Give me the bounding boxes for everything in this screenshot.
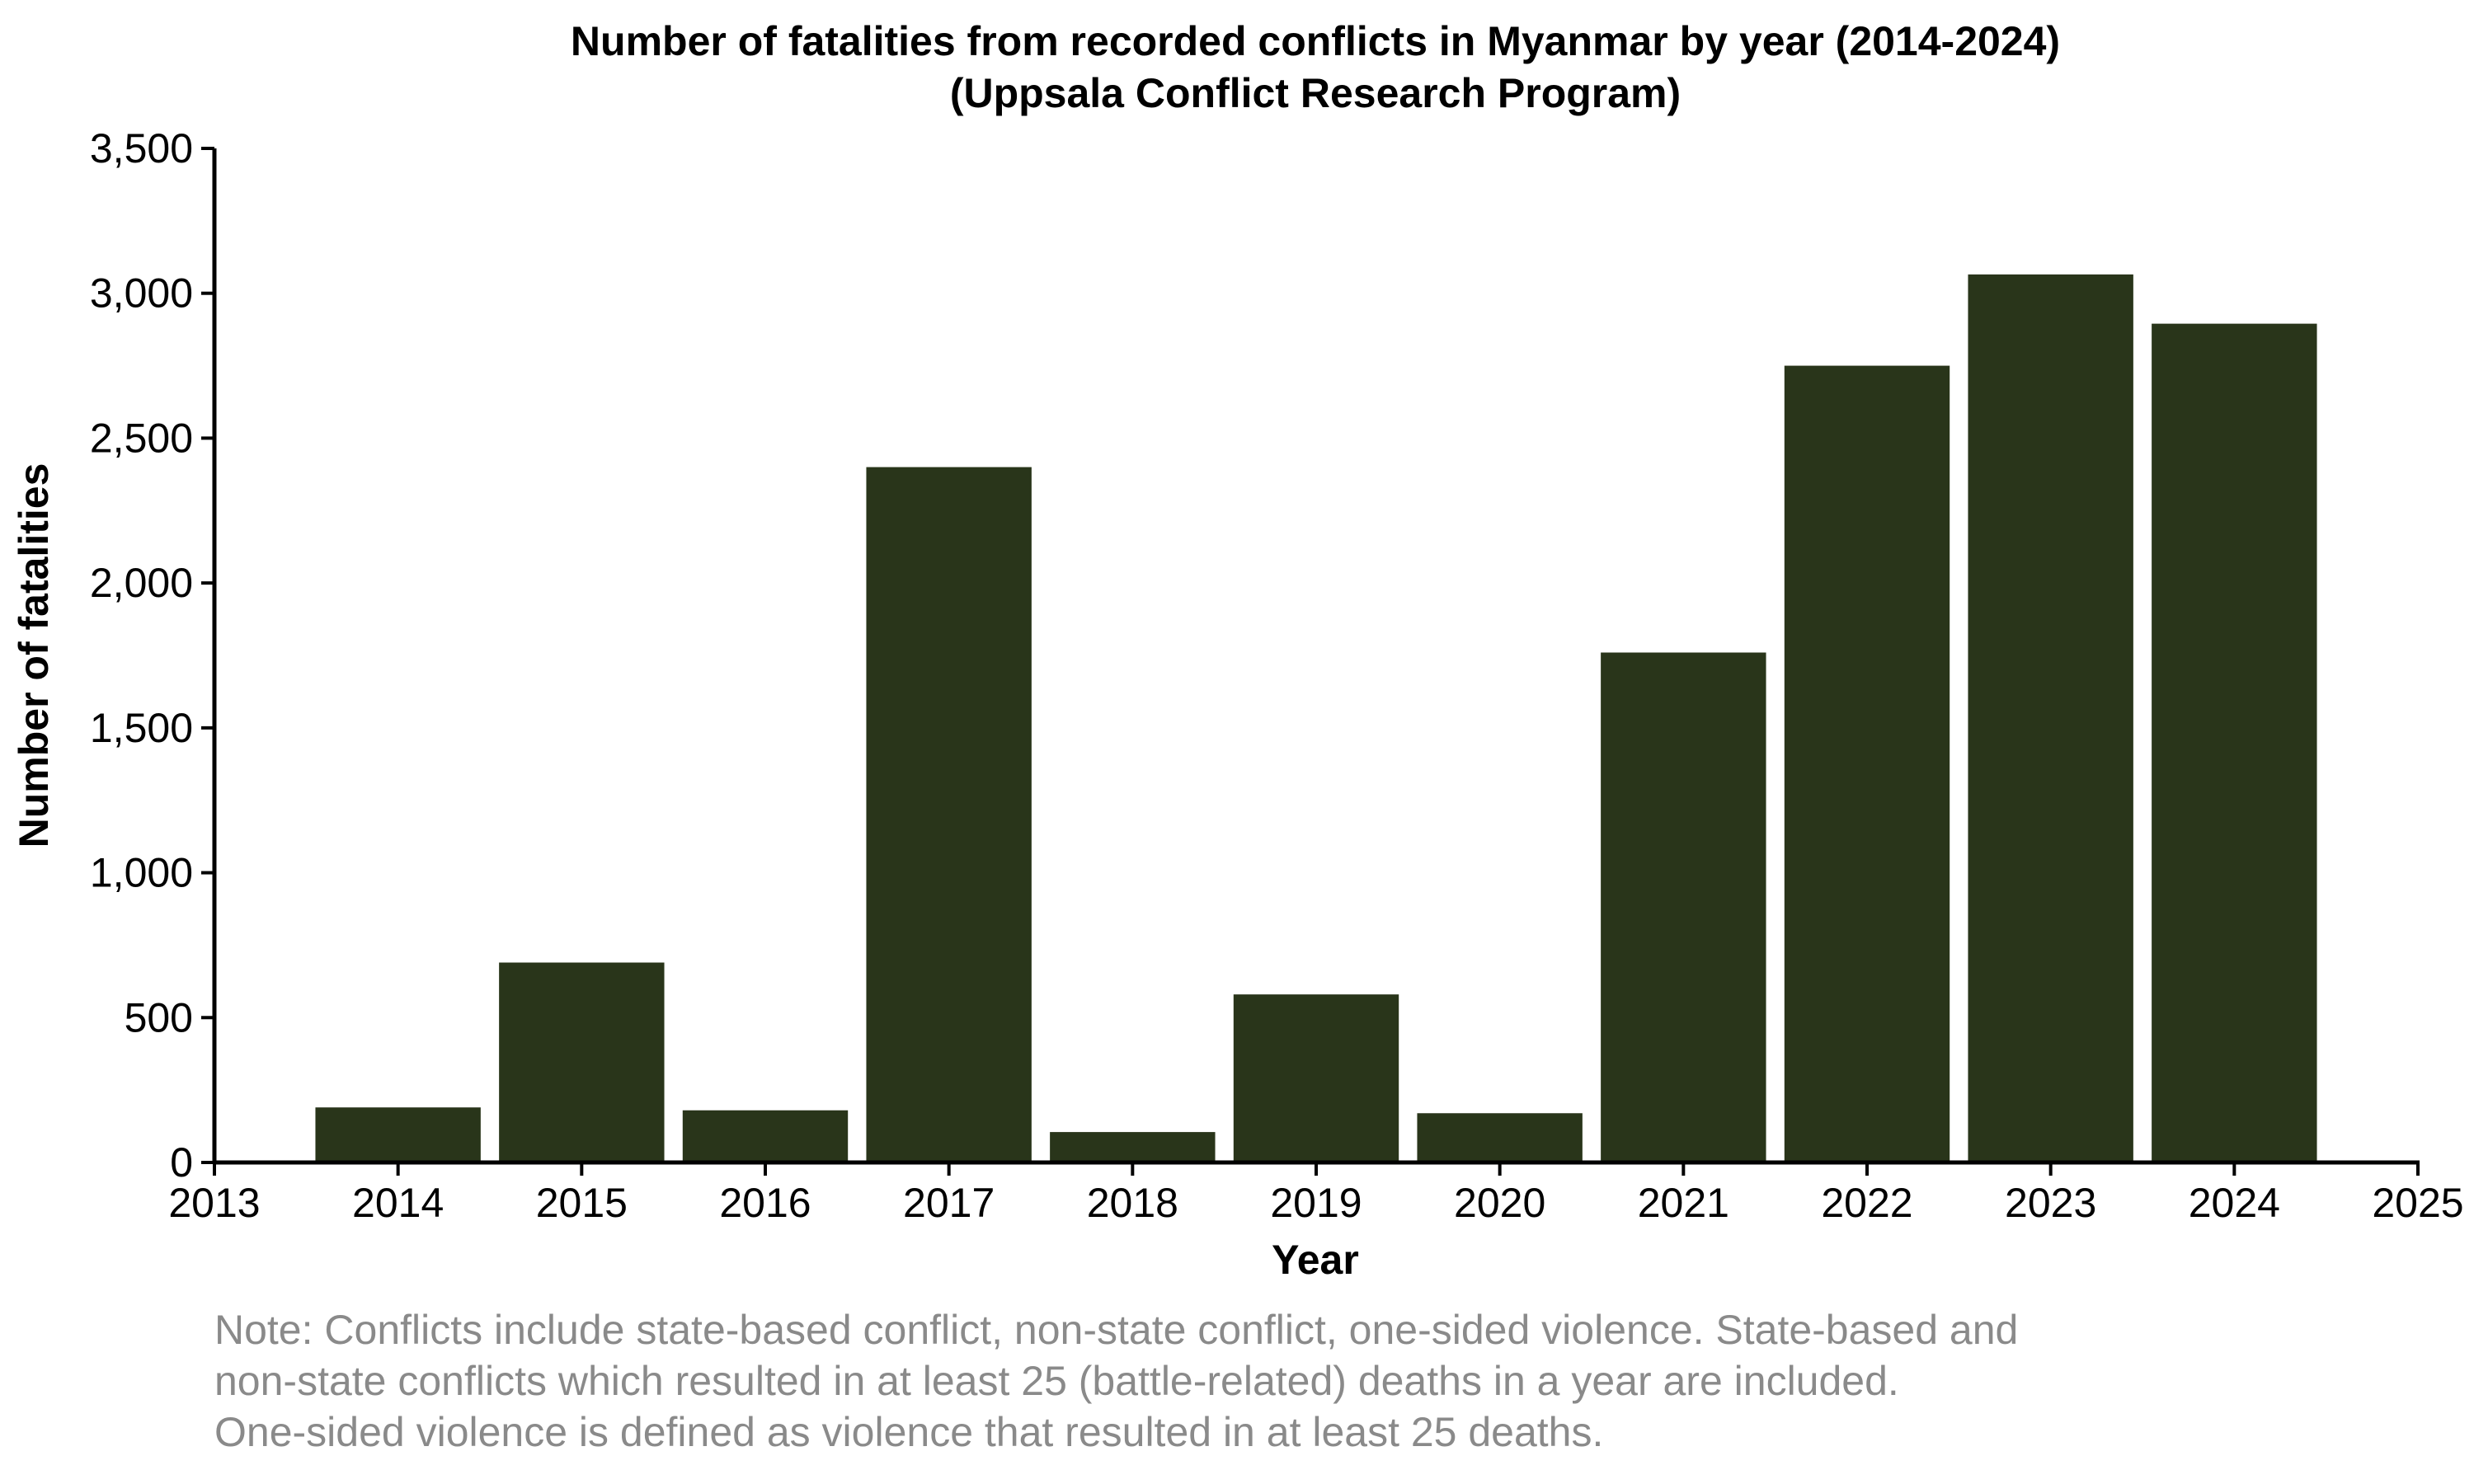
x-tick-label: 2019 [1270, 1180, 1362, 1226]
y-tick-label: 3,000 [90, 270, 193, 317]
y-tick-label: 2,500 [90, 415, 193, 461]
bar-2022 [1784, 365, 1950, 1163]
bar-2019 [1233, 994, 1399, 1162]
y-tick-label: 1,500 [90, 705, 193, 751]
bar-2015 [499, 962, 665, 1162]
bar-2023 [1968, 274, 2133, 1162]
x-axis-label: Year [1272, 1237, 1359, 1283]
x-tick-label: 2017 [903, 1180, 995, 1226]
bar-2014 [315, 1107, 481, 1162]
bars-group [315, 274, 2317, 1163]
note-line-1: Note: Conflicts include state-based conf… [214, 1307, 2018, 1353]
y-tick-label: 0 [170, 1139, 193, 1186]
y-tick-label: 1,000 [90, 850, 193, 896]
y-tick-label: 2,000 [90, 560, 193, 606]
bar-2020 [1417, 1113, 1583, 1162]
y-tick-label: 3,500 [90, 125, 193, 171]
bar-2017 [866, 467, 1032, 1162]
x-tick-label: 2016 [719, 1180, 811, 1226]
chart-subtitle: (Uppsala Conflict Research Program) [950, 70, 1681, 116]
x-tick-label: 2023 [2005, 1180, 2096, 1226]
chart-title: Number of fatalities from recorded confl… [571, 18, 2060, 64]
x-axis-ticks: 2013 2014 2015 2016 2017 2018 2019 2020 2021 2022… [168, 1162, 2464, 1226]
bar-2016 [682, 1110, 849, 1162]
x-tick-label: 2020 [1454, 1180, 1545, 1226]
x-tick-label: 2024 [2189, 1180, 2280, 1226]
x-tick-label: 2013 [168, 1180, 260, 1226]
y-axis-ticks: 0 500 1,000 1,500 2,000 2,500 3,000 3,500 [90, 125, 214, 1186]
y-tick-label: 500 [125, 994, 193, 1040]
x-tick-label: 2014 [352, 1180, 444, 1226]
x-tick-label: 2015 [536, 1180, 628, 1226]
bar-2021 [1601, 652, 1766, 1162]
note-line-2: non-state conflicts which resulted in at… [214, 1358, 1899, 1404]
x-tick-label: 2018 [1087, 1180, 1178, 1226]
x-tick-label: 2021 [1638, 1180, 1729, 1226]
note-line-3: One-sided violence is defined as violenc… [214, 1409, 1603, 1455]
bar-2024 [2152, 323, 2317, 1163]
y-axis-label: Number of fatalities [11, 463, 57, 848]
x-tick-label: 2025 [2372, 1180, 2463, 1226]
x-tick-label: 2022 [1821, 1180, 1912, 1226]
bar-2018 [1050, 1132, 1216, 1162]
